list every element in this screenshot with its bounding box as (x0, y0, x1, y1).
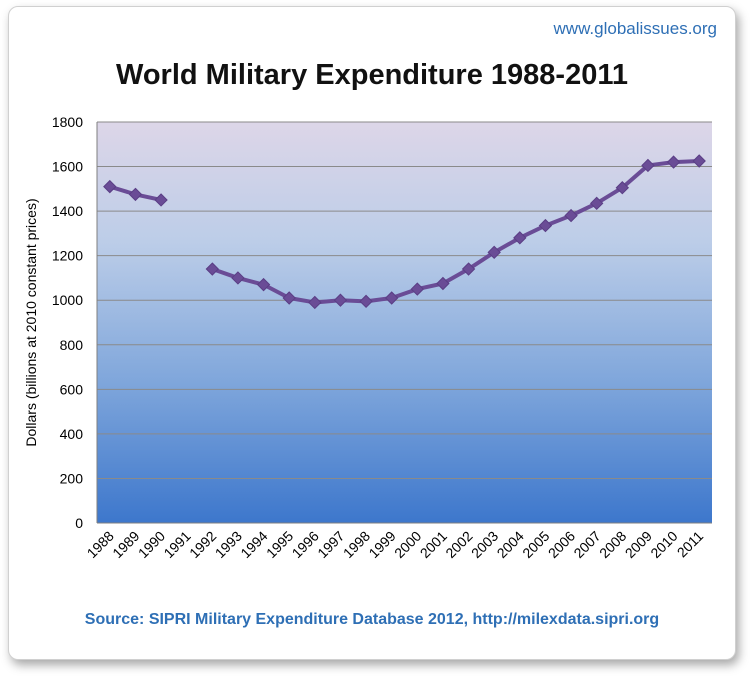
data-point-marker (384, 291, 399, 305)
site-credit[interactable]: www.globalissues.org (553, 19, 717, 38)
x-tick-label: 1996 (289, 528, 322, 561)
data-point-marker (666, 155, 681, 169)
y-tick-label: 1800 (52, 114, 83, 130)
y-tick-label: 1400 (52, 203, 83, 219)
y-tick-label: 0 (75, 515, 83, 531)
data-point-marker (308, 295, 322, 310)
data-point-marker (564, 208, 578, 223)
data-point-marker (538, 218, 553, 233)
x-tick-label: 2003 (468, 528, 501, 561)
x-tick-label: 2010 (647, 528, 680, 561)
y-tick-label: 1600 (52, 159, 83, 175)
y-tick-label: 800 (60, 337, 84, 353)
x-tick-label: 1995 (263, 528, 296, 561)
y-tick-label: 400 (60, 426, 84, 442)
data-point-marker (103, 179, 117, 194)
x-tick-label: 1997 (314, 528, 347, 561)
x-tick-label: 2004 (494, 528, 527, 561)
y-tick-label: 1000 (52, 292, 83, 308)
x-tick-label: 1989 (109, 528, 142, 561)
y-tick-label: 600 (60, 381, 84, 397)
y-axis-label: Dollars (billions at 2010 constant price… (23, 198, 39, 446)
x-tick-label: 2011 (674, 528, 707, 561)
data-point-marker (589, 196, 604, 211)
x-tick-label: 1990 (135, 528, 168, 561)
y-tick-label: 200 (60, 470, 84, 486)
x-tick-label: 1991 (160, 528, 193, 561)
x-tick-label: 1993 (212, 528, 245, 561)
data-point-marker (231, 271, 245, 285)
x-tick-label: 1992 (186, 528, 219, 561)
x-tick-label: 2000 (391, 528, 424, 561)
data-point-marker (333, 293, 348, 307)
x-tick-label: 1999 (365, 528, 398, 561)
plot-area (97, 122, 712, 523)
data-point-marker (487, 245, 501, 260)
data-point-marker (692, 154, 706, 168)
data-point-marker (641, 158, 655, 173)
x-tick-label: 1988 (84, 528, 117, 561)
data-point-marker (615, 181, 630, 195)
x-tick-label: 2001 (417, 528, 450, 561)
x-tick-label: 2005 (519, 528, 552, 561)
x-tick-label: 1998 (340, 528, 373, 561)
x-tick-label: 2008 (596, 528, 629, 561)
data-point-marker (154, 193, 168, 207)
data-point-marker (128, 187, 143, 202)
x-tick-label: 2006 (545, 528, 578, 561)
data-point-marker (436, 276, 450, 291)
x-tick-label: 1994 (237, 528, 270, 561)
source-note: Source: SIPRI Military Expenditure Datab… (84, 611, 660, 628)
x-tick-label: 2002 (442, 528, 475, 561)
data-point-marker (205, 262, 220, 276)
data-point-marker (513, 231, 527, 245)
data-point-marker (410, 282, 425, 296)
data-point-marker (359, 294, 373, 309)
data-point-marker (282, 291, 296, 305)
x-tick-label: 2007 (570, 528, 603, 561)
y-tick-label: 1200 (52, 248, 83, 264)
data-point-marker (256, 277, 271, 292)
chart-title: World Military Expenditure 1988-2011 (116, 59, 628, 91)
data-point-marker (461, 262, 476, 276)
x-tick-label: 2009 (622, 528, 655, 561)
